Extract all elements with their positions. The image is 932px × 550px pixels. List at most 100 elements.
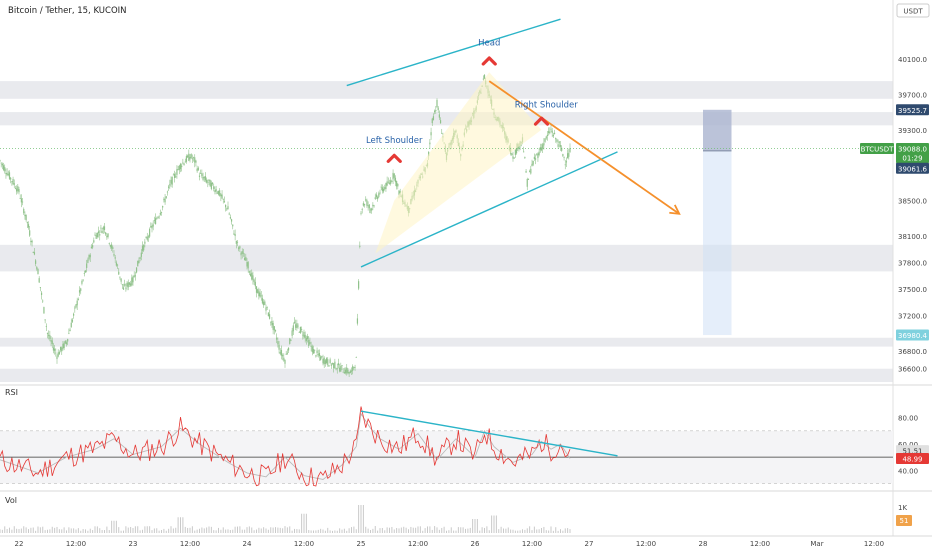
candle-body	[335, 368, 337, 370]
volume-bar	[263, 527, 265, 533]
candle-body	[265, 307, 267, 311]
candle-body	[314, 349, 316, 351]
candle-body	[51, 340, 53, 345]
volume-bar	[327, 527, 329, 533]
volume-bar	[545, 530, 547, 533]
volume-bar	[436, 527, 438, 533]
candle-body	[245, 256, 247, 261]
candle-body	[277, 341, 279, 345]
candle-body	[209, 180, 211, 187]
volume-bar	[457, 527, 459, 533]
volume-bar	[393, 529, 395, 533]
volume-bar	[493, 515, 495, 533]
candle-body	[359, 245, 361, 247]
candle-body	[25, 214, 27, 221]
volume-bar	[386, 527, 388, 533]
candle-body	[46, 333, 49, 334]
rsi-line	[0, 406, 571, 487]
candle-body	[49, 335, 51, 340]
candle-body	[260, 295, 262, 297]
volume-bar	[398, 528, 400, 533]
volume-bar	[400, 527, 402, 533]
candle-body	[348, 372, 350, 374]
volume-bar	[329, 530, 331, 533]
candle-body	[559, 145, 562, 147]
volume-bar	[467, 528, 469, 533]
candle-body	[153, 220, 155, 221]
candle-body	[172, 174, 174, 176]
candle-body	[140, 252, 142, 257]
volume-bar	[282, 528, 284, 533]
candle-body	[202, 176, 204, 180]
volume-bar	[215, 530, 217, 533]
price-axis[interactable]: 36600.0 36800.0 37200.0 37500.0 37800.0 38100…	[860, 56, 929, 374]
candle-body	[251, 272, 253, 280]
candle-body	[514, 149, 516, 155]
take-profit-zone[interactable]	[703, 150, 732, 336]
candle-body	[372, 204, 374, 207]
candle-body	[102, 227, 104, 230]
volume-bar	[66, 530, 67, 533]
volume-bar	[507, 527, 509, 533]
volume-bar	[275, 527, 276, 533]
candle-body	[182, 162, 184, 164]
volume-bar	[396, 528, 398, 533]
volume-bar	[320, 528, 322, 533]
candle-body	[254, 281, 256, 287]
volume-bar	[351, 527, 352, 533]
candle-body	[43, 307, 45, 314]
trendline[interactable]	[346, 18, 561, 87]
volume-bar	[564, 528, 566, 533]
rsi-trendline[interactable]	[360, 410, 618, 457]
volume-bar	[365, 526, 367, 533]
candle-body	[185, 156, 188, 162]
volume-bar	[548, 530, 550, 533]
candle-body	[558, 141, 560, 143]
candle-body	[552, 134, 554, 137]
volume-bar	[465, 528, 466, 533]
currency-dropdown[interactable]: USDT	[896, 3, 930, 18]
trendline[interactable]	[360, 151, 618, 268]
candle-body	[88, 255, 90, 260]
candle-body	[362, 203, 364, 206]
candle-body	[210, 182, 212, 189]
volume-bar	[512, 529, 514, 533]
candle-body	[264, 301, 266, 305]
candle-body	[204, 176, 207, 181]
time-axis[interactable]: 22 12:00 23 12:00 24 12:00 25 12:00 26 12:00 27 12:…	[15, 540, 885, 548]
candle-body	[365, 199, 367, 201]
volume-bar	[39, 527, 41, 533]
candle-body	[63, 342, 65, 349]
stop-loss-zone[interactable]	[703, 109, 732, 151]
volume-bar	[137, 526, 139, 533]
candle-body	[320, 356, 322, 361]
candle-body	[284, 360, 286, 364]
candle-body	[4, 167, 6, 172]
candle-body	[363, 204, 366, 206]
candle-body	[310, 345, 312, 347]
projection-arrow[interactable]	[488, 80, 680, 215]
candle-body	[349, 370, 351, 374]
drawings[interactable]: Head Left Shoulder Right Shoulder	[0, 18, 893, 336]
volume-bar	[284, 526, 286, 533]
volume-bar	[244, 529, 246, 533]
candle-body	[390, 180, 392, 184]
candle-body	[296, 323, 298, 329]
price-tag-bg	[896, 162, 929, 174]
candle-body	[99, 234, 101, 236]
candle-body	[32, 251, 34, 253]
candle-body	[289, 338, 291, 344]
volume-bar	[472, 519, 474, 533]
candle-body	[233, 233, 235, 235]
candle-body	[358, 281, 360, 289]
candle-body	[312, 349, 315, 354]
candle-body	[149, 229, 151, 237]
volume-bar	[298, 529, 300, 533]
candle-body	[551, 130, 553, 134]
volume-bar	[460, 527, 462, 533]
candle-body	[119, 276, 121, 278]
candle-body	[35, 260, 37, 264]
candle-body	[339, 367, 341, 372]
volume-bar	[108, 530, 110, 533]
